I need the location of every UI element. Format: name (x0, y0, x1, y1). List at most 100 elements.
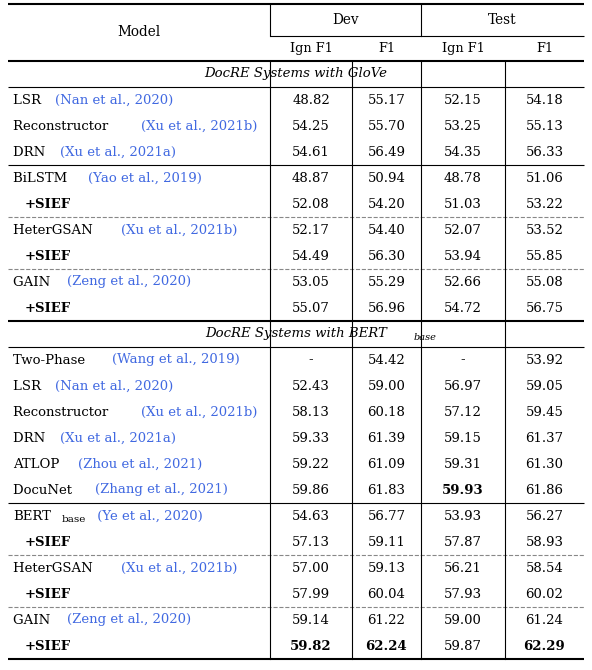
Text: -: - (461, 354, 465, 366)
Text: 61.24: 61.24 (526, 614, 564, 626)
Text: Reconstructor: Reconstructor (13, 119, 112, 133)
Text: 59.86: 59.86 (292, 484, 330, 496)
Text: (Wang et al., 2019): (Wang et al., 2019) (111, 354, 239, 366)
Text: +SIEF: +SIEF (25, 302, 71, 314)
Text: 50.94: 50.94 (368, 172, 406, 184)
Text: 59.87: 59.87 (444, 639, 482, 653)
Text: +SIEF: +SIEF (25, 198, 71, 210)
Text: 56.96: 56.96 (368, 302, 406, 314)
Text: 53.92: 53.92 (526, 354, 564, 366)
Text: (Xu et al., 2021b): (Xu et al., 2021b) (141, 405, 258, 419)
Text: 55.70: 55.70 (368, 119, 406, 133)
Text: 59.00: 59.00 (444, 614, 482, 626)
Text: 56.75: 56.75 (526, 302, 564, 314)
Text: GAIN: GAIN (13, 614, 54, 626)
Text: 59.15: 59.15 (444, 431, 482, 444)
Text: LSR: LSR (13, 379, 45, 393)
Text: 54.40: 54.40 (368, 224, 406, 237)
Text: 61.22: 61.22 (368, 614, 406, 626)
Text: 54.35: 54.35 (444, 145, 482, 159)
Text: 61.30: 61.30 (526, 458, 564, 470)
Text: Two-Phase: Two-Phase (13, 354, 89, 366)
Text: 62.24: 62.24 (366, 639, 407, 653)
Text: 54.49: 54.49 (292, 249, 330, 263)
Text: (Xu et al., 2021a): (Xu et al., 2021a) (60, 431, 176, 444)
Text: +SIEF: +SIEF (25, 249, 71, 263)
Text: 54.61: 54.61 (292, 145, 330, 159)
Text: (Zeng et al., 2020): (Zeng et al., 2020) (66, 614, 191, 626)
Text: +SIEF: +SIEF (25, 588, 71, 600)
Text: 59.22: 59.22 (292, 458, 330, 470)
Text: 51.03: 51.03 (444, 198, 482, 210)
Text: 56.21: 56.21 (444, 561, 482, 574)
Text: 59.31: 59.31 (444, 458, 482, 470)
Text: 61.39: 61.39 (368, 431, 406, 444)
Text: 58.93: 58.93 (526, 535, 564, 549)
Text: 59.05: 59.05 (526, 379, 564, 393)
Text: (Zhang et al., 2021): (Zhang et al., 2021) (95, 484, 227, 496)
Text: base: base (62, 515, 86, 524)
Text: 55.85: 55.85 (526, 249, 564, 263)
Text: 61.83: 61.83 (368, 484, 406, 496)
Text: (Zhou et al., 2021): (Zhou et al., 2021) (78, 458, 202, 470)
Text: LSR: LSR (13, 94, 45, 107)
Text: Dev: Dev (332, 13, 359, 27)
Text: 59.33: 59.33 (292, 431, 330, 444)
Text: 57.87: 57.87 (444, 535, 482, 549)
Text: 62.29: 62.29 (524, 639, 565, 653)
Text: (Yao et al., 2019): (Yao et al., 2019) (88, 172, 202, 184)
Text: 53.25: 53.25 (444, 119, 482, 133)
Text: 53.93: 53.93 (444, 509, 482, 523)
Text: 55.13: 55.13 (526, 119, 564, 133)
Text: Reconstructor: Reconstructor (13, 405, 112, 419)
Text: base: base (62, 515, 86, 524)
Text: 56.30: 56.30 (368, 249, 406, 263)
Text: 59.45: 59.45 (526, 405, 564, 419)
Text: 56.77: 56.77 (368, 509, 406, 523)
Text: 48.82: 48.82 (292, 94, 330, 107)
Text: (Zeng et al., 2020): (Zeng et al., 2020) (66, 275, 191, 289)
Text: HeterGSAN: HeterGSAN (13, 224, 97, 237)
Text: (Ye et al., 2020): (Ye et al., 2020) (94, 509, 203, 523)
Text: 58.13: 58.13 (292, 405, 330, 419)
Text: 53.05: 53.05 (292, 275, 330, 289)
Text: 55.29: 55.29 (368, 275, 406, 289)
Text: 58.54: 58.54 (526, 561, 564, 574)
Text: 57.12: 57.12 (444, 405, 482, 419)
Text: 54.72: 54.72 (444, 302, 482, 314)
Text: 59.93: 59.93 (442, 484, 484, 496)
Text: 60.04: 60.04 (368, 588, 406, 600)
Text: 51.06: 51.06 (526, 172, 564, 184)
Text: 52.07: 52.07 (444, 224, 482, 237)
Text: 55.17: 55.17 (368, 94, 406, 107)
Text: 59.14: 59.14 (292, 614, 330, 626)
Text: 59.00: 59.00 (368, 379, 406, 393)
Text: 56.97: 56.97 (444, 379, 482, 393)
Text: DocRE Systems with GloVe: DocRE Systems with GloVe (204, 68, 388, 80)
Text: 59.11: 59.11 (368, 535, 406, 549)
Text: (Nan et al., 2020): (Nan et al., 2020) (54, 379, 173, 393)
Text: (Xu et al., 2021b): (Xu et al., 2021b) (141, 119, 258, 133)
Text: Ign F1: Ign F1 (442, 42, 484, 55)
Text: DocuNet: DocuNet (13, 484, 76, 496)
Text: BERT: BERT (13, 509, 51, 523)
Text: 54.18: 54.18 (526, 94, 564, 107)
Text: 54.63: 54.63 (292, 509, 330, 523)
Text: 48.87: 48.87 (292, 172, 330, 184)
Text: ATLOP: ATLOP (13, 458, 63, 470)
Text: DRN: DRN (13, 145, 50, 159)
Text: 54.42: 54.42 (368, 354, 406, 366)
Text: 53.22: 53.22 (526, 198, 564, 210)
Text: (Nan et al., 2020): (Nan et al., 2020) (54, 94, 173, 107)
Text: GAIN: GAIN (13, 275, 54, 289)
Text: 56.27: 56.27 (526, 509, 564, 523)
Text: 48.78: 48.78 (444, 172, 482, 184)
Text: 61.86: 61.86 (526, 484, 564, 496)
Text: (Xu et al., 2021b): (Xu et al., 2021b) (121, 561, 238, 574)
Text: Model: Model (117, 25, 160, 40)
Text: 56.49: 56.49 (368, 145, 406, 159)
Text: 57.93: 57.93 (444, 588, 482, 600)
Text: 54.25: 54.25 (292, 119, 330, 133)
Text: 61.09: 61.09 (368, 458, 406, 470)
Text: (Xu et al., 2021b): (Xu et al., 2021b) (121, 224, 238, 237)
